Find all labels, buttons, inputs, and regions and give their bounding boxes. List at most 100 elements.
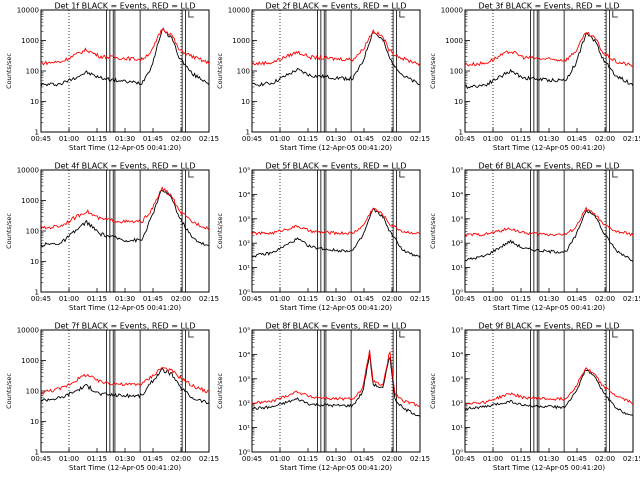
y-tick-label: 10² <box>238 400 250 408</box>
chart-title: Det 1f BLACK = Events, RED = LLD <box>54 2 195 11</box>
plot-frame <box>464 329 634 453</box>
detector-chart-8: Det 8f BLACK = Events, RED = LLD Counts/s… <box>216 322 430 473</box>
x-tick-label: 01:30 <box>326 455 346 463</box>
x-tick-label: 00:45 <box>455 455 475 463</box>
chart-title: Det 9f BLACK = Events, RED = LLD <box>478 322 619 331</box>
x-tick-label: 00:45 <box>242 295 262 303</box>
x-tick-label: 01:00 <box>483 295 503 303</box>
y-axis-label: Counts/sec <box>216 53 224 89</box>
x-tick-label: 01:15 <box>511 295 531 303</box>
x-tick-label: 00:45 <box>455 295 475 303</box>
y-tick-label: 10⁰ <box>238 449 250 457</box>
x-tick-label: 02:15 <box>410 455 430 463</box>
y-tick-label: 1 <box>35 129 39 137</box>
y-tick-label: 100 <box>26 388 39 396</box>
x-tick-label: 02:15 <box>199 135 219 143</box>
bracket-marker <box>612 331 618 338</box>
x-axis-label: Start Time (12-Apr-05 00:41:20) <box>280 464 392 472</box>
y-tick-label: 10⁰ <box>451 289 463 297</box>
y-tick-label: 10⁵ <box>238 167 250 175</box>
x-tick-label: 02:00 <box>171 135 191 143</box>
y-tick-label: 10² <box>451 400 463 408</box>
x-tick-label: 02:15 <box>623 295 640 303</box>
y-tick-label: 10³ <box>238 375 250 383</box>
y-tick-label: 10⁵ <box>451 167 463 175</box>
y-tick-label: 10³ <box>451 215 463 223</box>
lld-series-line <box>40 366 210 395</box>
y-tick-label: 10¹ <box>238 424 250 432</box>
detector-chart-9: Det 9f BLACK = Events, RED = LLD Counts/s… <box>429 322 640 473</box>
x-tick-label: 01:45 <box>354 135 374 143</box>
y-tick-label: 10⁰ <box>451 449 463 457</box>
x-tick-label: 01:45 <box>354 455 374 463</box>
x-axis-label: Start Time (12-Apr-05 00:41:20) <box>69 144 181 152</box>
detector-chart-2: Det 2f BLACK = Events, RED = LLD Counts/s… <box>216 2 430 153</box>
x-tick-label: 01:30 <box>326 295 346 303</box>
lld-series-line <box>40 186 210 231</box>
x-tick-label: 01:15 <box>87 135 107 143</box>
x-tick-label: 02:15 <box>410 295 430 303</box>
bracket-marker <box>188 11 194 18</box>
y-tick-label: 10³ <box>451 375 463 383</box>
x-axis-label: Start Time (12-Apr-05 00:41:20) <box>493 464 605 472</box>
y-tick-label: 10³ <box>238 215 250 223</box>
x-axis-label: Start Time (12-Apr-05 00:41:20) <box>69 304 181 312</box>
chart-title: Det 5f BLACK = Events, RED = LLD <box>265 162 406 171</box>
x-tick-label: 01:15 <box>298 135 318 143</box>
y-axis-label: Counts/sec <box>216 213 224 249</box>
x-tick-label: 01:45 <box>354 295 374 303</box>
x-tick-label: 02:15 <box>623 135 640 143</box>
y-tick-label: 10 <box>30 98 39 106</box>
events-series-line <box>464 369 634 416</box>
x-tick-label: 00:45 <box>455 135 475 143</box>
events-series-line <box>40 28 210 87</box>
plot-frame <box>40 9 210 133</box>
x-tick-label: 01:45 <box>143 295 163 303</box>
y-tick-label: 1000 <box>21 357 39 365</box>
y-tick-label: 10 <box>454 98 463 106</box>
events-series-line <box>251 32 421 87</box>
lld-series-line <box>464 32 634 67</box>
y-axis-label: Counts/sec <box>216 373 224 409</box>
x-tick-label: 01:30 <box>539 295 559 303</box>
y-tick-label: 1000 <box>21 37 39 45</box>
x-tick-label: 01:30 <box>115 455 135 463</box>
y-axis-label: Counts/sec <box>5 373 13 409</box>
detector-chart-5: Det 5f BLACK = Events, RED = LLD Counts/s… <box>216 162 430 313</box>
x-axis-label: Start Time (12-Apr-05 00:41:20) <box>493 304 605 312</box>
x-tick-label: 02:00 <box>171 295 191 303</box>
x-tick-label: 02:15 <box>410 135 430 143</box>
lld-series-line <box>251 28 421 67</box>
x-axis-label: Start Time (12-Apr-05 00:41:20) <box>493 144 605 152</box>
chart-title: Det 3f BLACK = Events, RED = LLD <box>478 2 619 11</box>
y-axis-label: Counts/sec <box>5 213 13 249</box>
y-tick-label: 10² <box>451 240 463 248</box>
bracket-marker <box>399 11 405 18</box>
y-tick-label: 100 <box>450 68 463 76</box>
x-tick-label: 01:00 <box>270 295 290 303</box>
y-tick-label: 100 <box>26 68 39 76</box>
y-tick-label: 100 <box>26 228 39 236</box>
chart-title: Det 4f BLACK = Events, RED = LLD <box>54 162 195 171</box>
chart-title: Det 7f BLACK = Events, RED = LLD <box>54 322 195 331</box>
y-tick-label: 1 <box>35 449 39 457</box>
y-axis-label: Counts/sec <box>5 53 13 89</box>
chart-title: Det 6f BLACK = Events, RED = LLD <box>478 162 619 171</box>
chart-title: Det 2f BLACK = Events, RED = LLD <box>265 2 406 11</box>
x-tick-label: 01:45 <box>143 135 163 143</box>
x-tick-label: 00:45 <box>31 135 51 143</box>
y-tick-label: 1000 <box>232 37 250 45</box>
y-tick-label: 10000 <box>17 167 39 175</box>
x-tick-label: 02:00 <box>382 135 402 143</box>
y-tick-label: 10000 <box>17 7 39 15</box>
x-tick-label: 00:45 <box>242 455 262 463</box>
events-series-line <box>464 209 634 262</box>
x-tick-label: 01:15 <box>298 455 318 463</box>
lld-series-line <box>251 349 421 408</box>
x-tick-label: 02:00 <box>595 295 615 303</box>
x-tick-label: 01:15 <box>87 295 107 303</box>
x-tick-label: 02:15 <box>623 455 640 463</box>
detector-chart-3: Det 3f BLACK = Events, RED = LLD Counts/s… <box>429 2 640 153</box>
x-axis-label: Start Time (12-Apr-05 00:41:20) <box>69 464 181 472</box>
